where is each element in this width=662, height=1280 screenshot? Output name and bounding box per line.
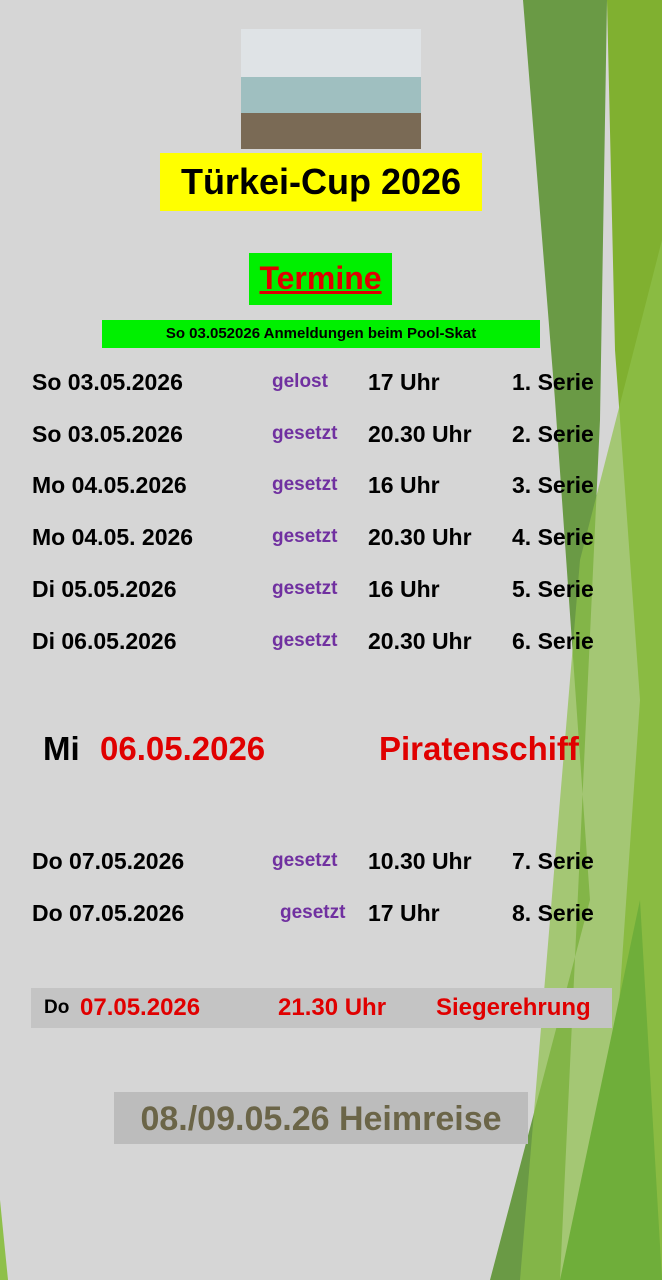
pirate-day: Mi <box>43 730 80 767</box>
time: 17 Uhr <box>368 369 440 395</box>
time: 20.30 Uhr <box>368 524 472 550</box>
series: 5. Serie <box>512 576 594 602</box>
return-trip: 08./09.05.26 Heimreise <box>114 1092 528 1144</box>
schedule-row: Mo 04.05.2026 gesetzt 16 Uhr 3. Serie <box>0 465 662 505</box>
time: 17 Uhr <box>368 900 440 926</box>
time: 16 Uhr <box>368 576 440 602</box>
mode: gesetzt <box>272 526 338 547</box>
pirate-date: 06.05.2026 <box>100 730 266 767</box>
series: 3. Serie <box>512 472 594 498</box>
schedule-row: So 03.05.2026 gesetzt 20.30 Uhr 2. Serie <box>0 414 662 454</box>
date: Mo 04.05. 2026 <box>32 524 194 550</box>
series: 8. Serie <box>512 900 594 926</box>
registration-note: So 03.052026 Anmeldungen beim Pool-Skat <box>102 320 540 348</box>
mode: gesetzt <box>272 630 338 651</box>
series: 4. Serie <box>512 524 594 550</box>
date: Mo 04.05.2026 <box>32 472 187 498</box>
date: Do 07.05.2026 <box>32 848 185 874</box>
page-title: Türkei-Cup 2026 <box>160 153 482 211</box>
schedule-row: So 03.05.2026 gelost 17 Uhr 1. Serie <box>0 362 662 402</box>
mode: gesetzt <box>272 423 338 444</box>
ceremony-day: Do <box>44 997 70 1018</box>
mode: gesetzt <box>272 850 338 871</box>
schedule-row: Di 06.05.2026 gesetzt 20.30 Uhr 6. Serie <box>0 621 662 661</box>
group-photo-on-boat <box>241 29 421 149</box>
series: 6. Serie <box>512 628 594 654</box>
time: 20.30 Uhr <box>368 421 472 447</box>
section-heading: Termine <box>249 253 392 305</box>
date: Di 06.05.2026 <box>32 628 177 654</box>
time: 16 Uhr <box>368 472 440 498</box>
time: 20.30 Uhr <box>368 628 472 654</box>
schedule-row: Mo 04.05. 2026 gesetzt 20.30 Uhr 4. Serie <box>0 517 662 557</box>
ceremony-row: Do 07.05.2026 21.30 Uhr Siegerehrung <box>31 988 612 1028</box>
ceremony-time: 21.30 Uhr <box>278 994 387 1021</box>
series: 1. Serie <box>512 369 594 395</box>
mode: gesetzt <box>272 474 338 495</box>
ceremony-event: Siegerehrung <box>436 994 591 1021</box>
mode: gesetzt <box>280 902 346 923</box>
series: 7. Serie <box>512 848 594 874</box>
ceremony-date: 07.05.2026 <box>80 994 201 1021</box>
pirate-event: Piratenschiff <box>379 730 579 767</box>
time: 10.30 Uhr <box>368 848 472 874</box>
schedule-row: Di 05.05.2026 gesetzt 16 Uhr 5. Serie <box>0 569 662 609</box>
date: So 03.05.2026 <box>32 369 183 395</box>
date: Di 05.05.2026 <box>32 576 177 602</box>
mode: gesetzt <box>272 578 338 599</box>
schedule-row: Do 07.05.2026 gesetzt 10.30 Uhr 7. Serie <box>0 841 662 881</box>
date: Do 07.05.2026 <box>32 900 185 926</box>
series: 2. Serie <box>512 421 594 447</box>
mode: gelost <box>272 371 328 392</box>
schedule-row: Do 07.05.2026 gesetzt 17 Uhr 8. Serie <box>0 893 662 933</box>
date: So 03.05.2026 <box>32 421 183 447</box>
